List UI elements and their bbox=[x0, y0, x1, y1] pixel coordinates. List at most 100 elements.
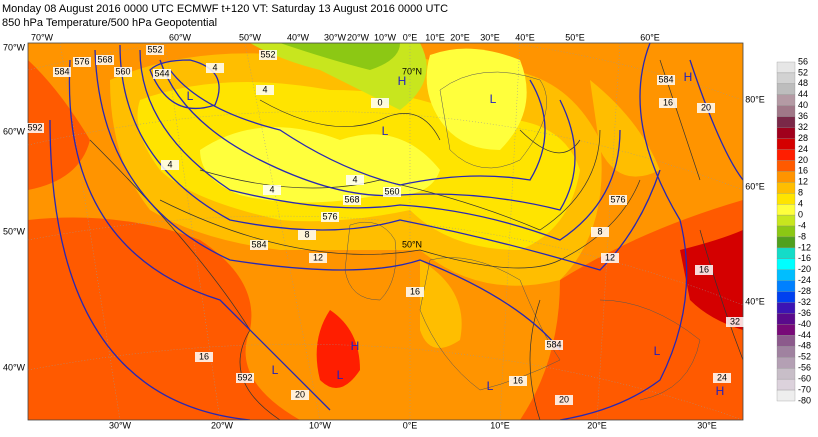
coordinate-label: 70°W bbox=[31, 32, 54, 42]
colorbar-swatch bbox=[776, 389, 796, 402]
colorbar-label: -12 bbox=[798, 242, 811, 252]
colorbar-label: 32 bbox=[798, 122, 808, 132]
coordinate-label: 70°W bbox=[3, 42, 26, 52]
colorbar-label: 12 bbox=[798, 177, 808, 187]
header-line2: 850 hPa Temperature/500 hPa Geopotential bbox=[2, 17, 217, 29]
colorbar-swatch bbox=[776, 149, 796, 161]
coordinate-label: 40°E bbox=[515, 32, 535, 42]
pressure-centre: L bbox=[272, 363, 279, 377]
colorbar-swatch bbox=[776, 302, 796, 314]
colorbar-swatch bbox=[776, 204, 796, 216]
coordinate-label: 70°N bbox=[402, 66, 422, 76]
colorbar-label: -32 bbox=[798, 297, 811, 307]
contour-label: 592 bbox=[27, 122, 42, 132]
contour-label-bg bbox=[153, 69, 171, 79]
pressure-centre: H bbox=[351, 339, 360, 353]
contour-label-bg bbox=[346, 175, 364, 185]
colorbar-label: -4 bbox=[798, 220, 806, 230]
coordinate-label: 10°E bbox=[425, 32, 445, 42]
colorbar-label: -8 bbox=[798, 231, 806, 241]
contour-label-bg bbox=[406, 287, 424, 297]
colorbar-label: 40 bbox=[798, 100, 808, 110]
colorbar-swatch bbox=[776, 127, 796, 139]
contour-label-bg bbox=[545, 340, 563, 350]
contour-label-bg bbox=[726, 317, 744, 327]
pressure-centre: H bbox=[716, 384, 725, 398]
colorbar-label: 8 bbox=[798, 188, 803, 198]
contour-label: 16 bbox=[699, 264, 709, 274]
colorbar-label: -60 bbox=[798, 374, 811, 384]
colorbar-swatch bbox=[776, 94, 796, 106]
coordinate-label: 60°E bbox=[640, 32, 660, 42]
contour-label-bg bbox=[601, 253, 619, 263]
coordinate-label: 30°E bbox=[697, 420, 717, 430]
contour-label-bg bbox=[263, 185, 281, 195]
contour-label: 20 bbox=[559, 394, 569, 404]
coordinate-label: 50°E bbox=[565, 32, 585, 42]
contour-label: 584 bbox=[251, 239, 266, 249]
contour-label: 32 bbox=[730, 316, 740, 326]
coordinate-label: 40°W bbox=[287, 32, 310, 42]
contour-label-bg bbox=[256, 85, 274, 95]
coordinate-label: 40°E bbox=[745, 296, 765, 306]
contour-label: 4 bbox=[269, 184, 274, 194]
colorbar-label: -16 bbox=[798, 253, 811, 263]
colorbar-label: 44 bbox=[798, 89, 808, 99]
contour-label: 8 bbox=[304, 229, 309, 239]
contour-label: 16 bbox=[410, 286, 420, 296]
contour-label-bg bbox=[321, 212, 339, 222]
coordinate-label: 80°E bbox=[745, 94, 765, 104]
colorbar-swatch bbox=[776, 346, 796, 358]
colorbar-label: 28 bbox=[798, 133, 808, 143]
contour-label-bg bbox=[298, 230, 316, 240]
coordinate-label: 60°W bbox=[3, 126, 26, 136]
colorbar-label: 4 bbox=[798, 199, 803, 209]
colorbar-label: -56 bbox=[798, 363, 811, 373]
colorbar-swatch bbox=[776, 236, 796, 249]
contour-label-bg bbox=[195, 352, 213, 362]
contour-label: 8 bbox=[597, 226, 602, 236]
map-field bbox=[28, 43, 743, 420]
colorbar-label: 56 bbox=[798, 56, 808, 66]
contour-label-bg bbox=[26, 123, 44, 133]
colorbar-label: 36 bbox=[798, 111, 808, 121]
contour-label-bg bbox=[53, 67, 71, 77]
contour-label: 0 bbox=[377, 97, 382, 107]
contour-label: 544 bbox=[154, 68, 169, 78]
colorbar-label: -20 bbox=[798, 264, 811, 274]
contour-label: 552 bbox=[147, 44, 162, 54]
coordinate-label: 10°W bbox=[309, 420, 332, 430]
colorbar-label: -28 bbox=[798, 286, 811, 296]
colorbar-label: 16 bbox=[798, 166, 808, 176]
contour-label-bg bbox=[161, 160, 179, 170]
coordinate-label: 40°W bbox=[3, 362, 26, 372]
contour-label: 4 bbox=[352, 174, 357, 184]
coordinate-label: 10°W bbox=[374, 32, 397, 42]
contour-label-bg bbox=[309, 253, 327, 263]
contour-label: 560 bbox=[384, 186, 399, 196]
coordinate-label: 50°W bbox=[3, 226, 26, 236]
colorbar-label: -44 bbox=[798, 330, 811, 340]
contour-label: 16 bbox=[663, 97, 673, 107]
coordinate-label: 60°W bbox=[169, 32, 192, 42]
contour-label: 12 bbox=[605, 252, 615, 262]
contour-label-bg bbox=[206, 63, 224, 73]
contour-label-bg bbox=[73, 57, 91, 67]
coordinate-label: 20°W bbox=[347, 32, 370, 42]
pressure-centre: L bbox=[337, 368, 344, 382]
coordinate-label: 50°W bbox=[239, 32, 262, 42]
coordinate-label: 20°E bbox=[587, 420, 607, 430]
contour-label: 576 bbox=[74, 56, 89, 66]
pressure-centre: L bbox=[490, 92, 497, 106]
contour-label-bg bbox=[609, 195, 627, 205]
contour-label-bg bbox=[509, 376, 527, 386]
colorbar-swatch bbox=[776, 280, 796, 292]
contour-label: 568 bbox=[97, 54, 112, 64]
contour-label: 584 bbox=[658, 74, 673, 84]
contour-label-bg bbox=[659, 98, 677, 108]
contour-label-bg bbox=[96, 55, 114, 65]
header-line1: Monday 08 August 2016 0000 UTC ECMWF t+1… bbox=[2, 3, 448, 15]
colorbar-swatch bbox=[776, 357, 796, 369]
colorbar-swatch bbox=[776, 335, 796, 347]
